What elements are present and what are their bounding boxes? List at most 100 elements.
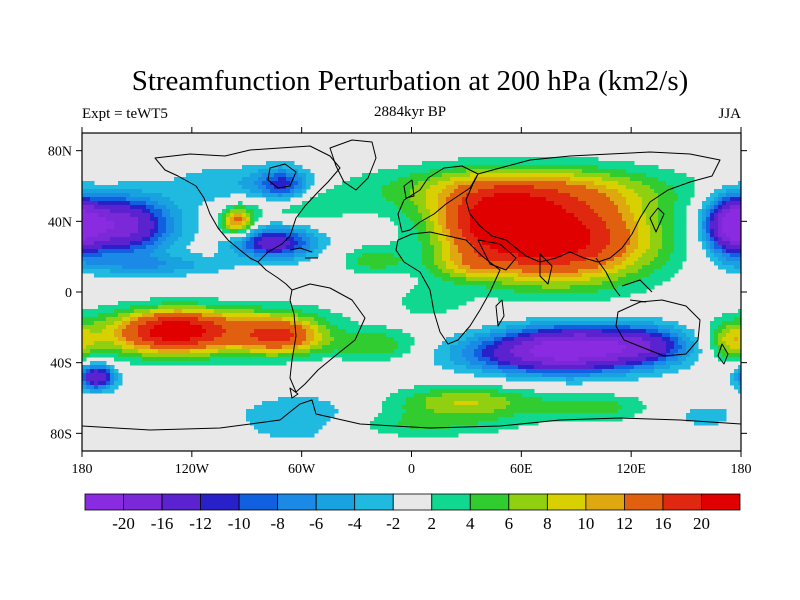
field-cell	[426, 265, 431, 270]
field-cell	[570, 177, 575, 182]
field-cell	[178, 313, 183, 318]
field-cell	[82, 197, 87, 202]
field-cell	[546, 201, 551, 206]
field-cell	[542, 245, 547, 250]
field-cell	[102, 321, 107, 326]
field-cell	[630, 261, 635, 266]
field-cell	[430, 209, 435, 214]
field-cell	[178, 257, 183, 262]
field-cell	[470, 217, 475, 222]
field-cell	[622, 241, 627, 246]
field-cell	[226, 325, 231, 330]
field-cell	[674, 213, 679, 218]
field-cell	[294, 309, 299, 314]
field-cell	[278, 177, 283, 182]
field-cell	[550, 221, 555, 226]
field-cell	[282, 165, 287, 170]
field-cell	[106, 189, 111, 194]
field-cell	[662, 245, 667, 250]
field-cell	[102, 257, 107, 262]
field-cell	[582, 293, 587, 298]
field-cell	[534, 189, 539, 194]
field-cell	[482, 265, 487, 270]
field-cell	[530, 297, 535, 302]
field-cell	[518, 321, 523, 326]
field-cell	[386, 249, 391, 254]
field-cell	[198, 257, 203, 262]
field-cell	[398, 209, 403, 214]
field-cell	[666, 173, 671, 178]
field-cell	[246, 233, 251, 238]
field-cell	[282, 209, 287, 214]
field-cell	[634, 253, 639, 258]
field-cell	[530, 281, 535, 286]
field-cell	[98, 225, 103, 230]
field-cell	[626, 189, 631, 194]
field-cell	[406, 301, 411, 306]
field-cell	[194, 313, 199, 318]
field-cell	[562, 217, 567, 222]
field-cell	[570, 217, 575, 222]
field-cell	[546, 289, 551, 294]
field-cell	[282, 313, 287, 318]
field-cell	[170, 301, 175, 306]
field-cell	[594, 281, 599, 286]
field-cell	[438, 277, 443, 282]
field-cell	[206, 181, 211, 186]
field-cell	[522, 265, 527, 270]
field-cell	[294, 241, 299, 246]
field-cell	[458, 265, 463, 270]
field-cell	[706, 225, 711, 230]
field-cell	[518, 161, 523, 166]
field-cell	[174, 245, 179, 250]
field-cell	[166, 237, 171, 242]
field-cell	[430, 181, 435, 186]
field-cell	[582, 221, 587, 226]
field-cell	[462, 225, 467, 230]
field-cell	[214, 269, 219, 274]
field-cell	[506, 293, 511, 298]
field-cell	[630, 193, 635, 198]
field-cell	[570, 161, 575, 166]
field-cell	[266, 193, 271, 198]
field-cell	[582, 161, 587, 166]
field-cell	[602, 225, 607, 230]
field-cell	[474, 169, 479, 174]
field-cell	[422, 201, 427, 206]
field-cell	[114, 333, 119, 338]
field-cell	[354, 257, 359, 262]
field-cell	[514, 265, 519, 270]
field-cell	[374, 201, 379, 206]
field-cell	[258, 185, 263, 190]
field-cell	[378, 325, 383, 330]
field-cell	[598, 293, 603, 298]
field-cell	[734, 217, 739, 222]
field-cell	[534, 297, 539, 302]
field-cell	[234, 317, 239, 322]
field-cell	[150, 257, 155, 262]
field-cell	[566, 297, 571, 302]
field-cell	[362, 193, 367, 198]
field-cell	[350, 205, 355, 210]
field-cell	[726, 329, 731, 334]
field-cell	[434, 281, 439, 286]
field-cell	[638, 241, 643, 246]
field-cell	[590, 273, 595, 278]
field-cell	[606, 213, 611, 218]
field-cell	[498, 277, 503, 282]
field-cell	[626, 185, 631, 190]
field-cell	[142, 249, 147, 254]
field-cell	[154, 261, 159, 266]
field-cell	[118, 309, 123, 314]
field-cell	[514, 269, 519, 274]
field-cell	[410, 293, 415, 298]
field-cell	[434, 181, 439, 186]
field-cell	[146, 273, 151, 278]
field-cell	[270, 189, 275, 194]
field-cell	[642, 289, 647, 294]
field-cell	[406, 257, 411, 262]
field-cell	[134, 321, 139, 326]
field-cell	[226, 169, 231, 174]
field-cell	[566, 189, 571, 194]
field-cell	[670, 177, 675, 182]
